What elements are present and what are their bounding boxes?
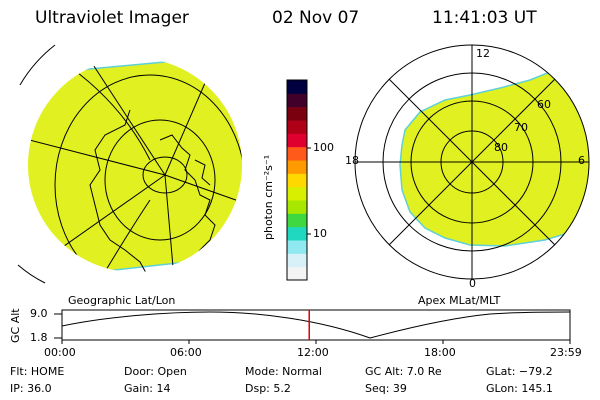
door-info: Door: Open — [124, 365, 187, 378]
xtick-0000: 00:00 — [44, 346, 76, 359]
colorbar-tick-100: 100 — [313, 141, 334, 154]
apex-polar-map — [354, 44, 590, 280]
date-label: 02 Nov 07 — [272, 8, 360, 28]
ip-info: IP: 36.0 — [10, 382, 52, 395]
colorbar-band — [287, 253, 307, 268]
dsp-info: Dsp: 5.2 — [245, 382, 291, 395]
colorbar-band — [287, 266, 307, 281]
colorbar-unit-label: photon cm⁻²s⁻¹ — [262, 154, 275, 240]
xtick-2359: 23:59 — [550, 346, 582, 359]
mlt-6-label: 6 — [578, 154, 585, 167]
xtick-1800: 18:00 — [424, 346, 456, 359]
time-label: 11:41:03 UT — [432, 8, 537, 28]
altitude-plot — [54, 309, 571, 344]
altitude-ylabel: GC Alt — [9, 308, 22, 343]
altitude-ytick-bottom: 1.8 — [30, 331, 48, 344]
gain-info: Gain: 14 — [124, 382, 171, 395]
colorbar-band — [287, 173, 307, 188]
xtick-0600: 06:00 — [170, 346, 202, 359]
geographic-map — [17, 44, 242, 284]
colorbar-band — [287, 213, 307, 228]
gc-alt-info: GC Alt: 7.0 Re — [365, 365, 442, 378]
colorbar-band — [287, 240, 307, 254]
mlt-12-label: 12 — [476, 47, 490, 60]
mlt-0-label: 0 — [469, 277, 476, 290]
mlat-80-label: 80 — [494, 141, 508, 154]
colorbar-band — [287, 146, 307, 161]
colorbar-tick-10: 10 — [313, 227, 327, 240]
colorbar-band — [287, 200, 307, 214]
flight-info: Flt: HOME — [10, 365, 65, 378]
glon-info: GLon: 145.1 — [486, 382, 553, 395]
mode-info: Mode: Normal — [245, 365, 322, 378]
mlat-70-label: 70 — [514, 121, 528, 134]
altitude-curve — [61, 311, 571, 339]
mlt-18-label: 18 — [345, 154, 359, 167]
colorbar-band — [287, 120, 307, 134]
colorbar-band — [287, 133, 307, 148]
instrument-title: Ultraviolet Imager — [35, 8, 189, 28]
colorbar-band — [287, 160, 307, 174]
seq-info: Seq: 39 — [365, 382, 407, 395]
colorbar — [286, 79, 311, 281]
colorbar-band — [287, 186, 307, 201]
colorbar-band — [287, 80, 307, 94]
mlat-60-label: 60 — [537, 98, 551, 111]
colorbar-band — [287, 226, 307, 241]
xtick-1200: 12:00 — [297, 346, 329, 359]
colorbar-band — [287, 93, 307, 108]
colorbar-band — [287, 106, 307, 121]
apex-label: Apex MLat/MLT — [418, 294, 501, 307]
glat-info: GLat: −79.2 — [486, 365, 553, 378]
geographic-label: Geographic Lat/Lon — [68, 294, 176, 307]
altitude-ytick-top: 9.0 — [30, 307, 48, 320]
